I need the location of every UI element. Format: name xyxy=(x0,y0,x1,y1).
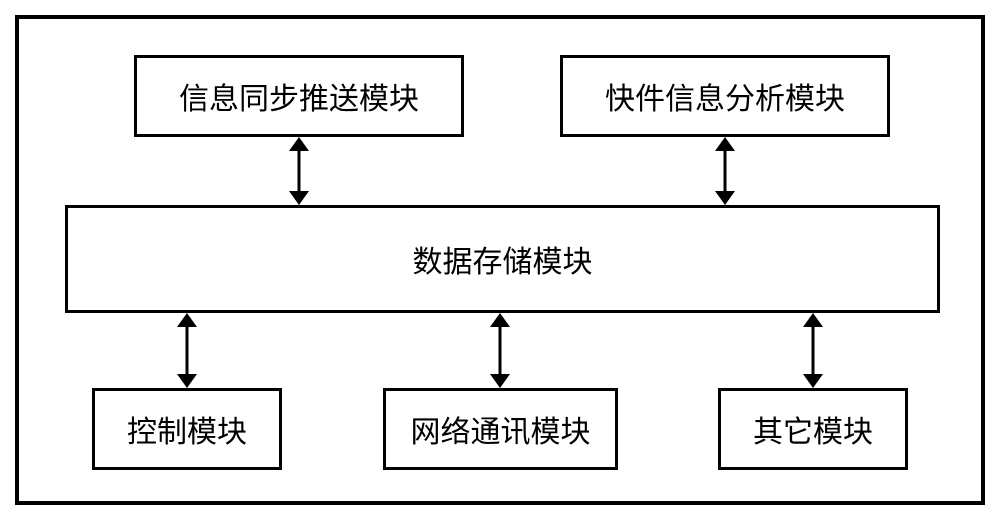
node-label: 数据存储模块 xyxy=(413,237,593,281)
node-label: 信息同步推送模块 xyxy=(179,74,419,118)
node-network: 网络通讯模块 xyxy=(383,388,618,470)
node-label: 网络通讯模块 xyxy=(411,407,591,451)
node-label: 控制模块 xyxy=(127,407,247,451)
edge-syncpush-storage xyxy=(289,137,309,205)
node-control: 控制模块 xyxy=(92,388,282,470)
edge-storage-network xyxy=(490,313,510,388)
edge-analysis-storage xyxy=(715,137,735,205)
node-label: 快件信息分析模块 xyxy=(605,74,845,118)
edge-storage-other xyxy=(803,313,823,388)
node-analysis: 快件信息分析模块 xyxy=(560,55,890,137)
node-sync-push: 信息同步推送模块 xyxy=(134,55,464,137)
node-other: 其它模块 xyxy=(718,388,908,470)
edge-storage-control xyxy=(177,313,197,388)
node-label: 其它模块 xyxy=(753,407,873,451)
node-storage: 数据存储模块 xyxy=(65,205,940,313)
